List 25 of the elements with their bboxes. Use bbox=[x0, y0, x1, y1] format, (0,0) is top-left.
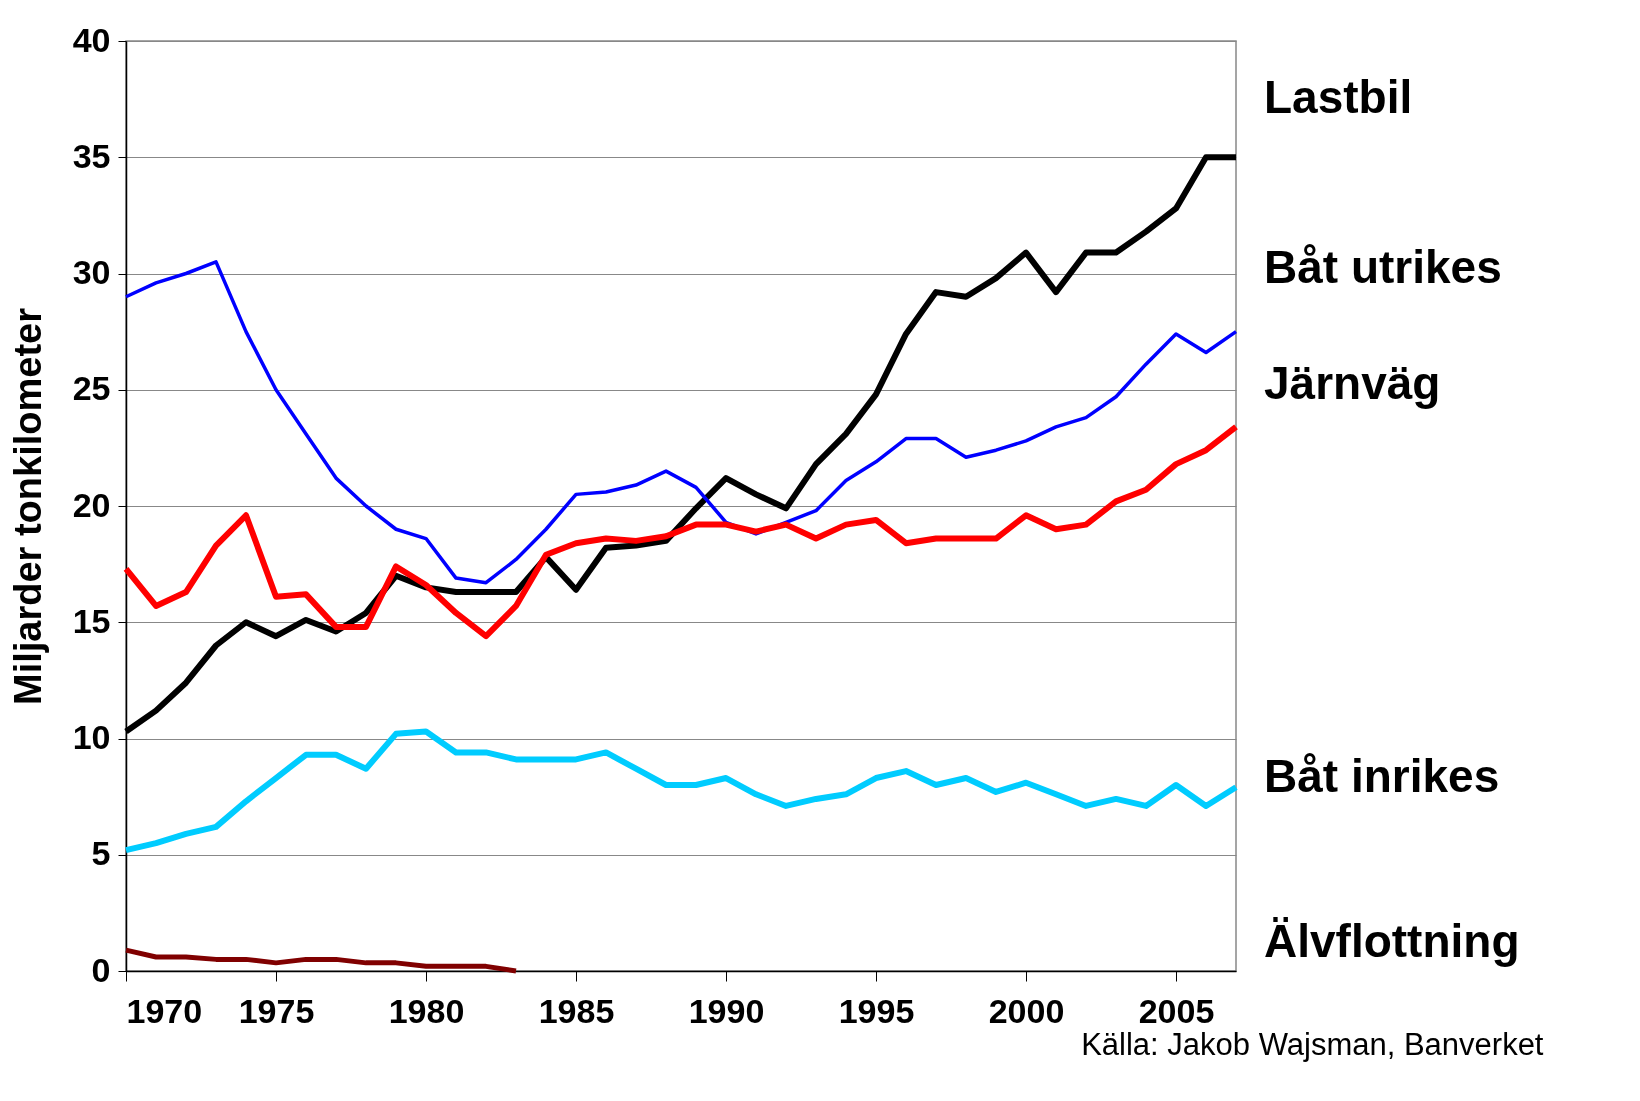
y-tick-label: 0 bbox=[91, 950, 111, 989]
line-series bbox=[124, 260, 1238, 585]
y-tick-label: 40 bbox=[72, 20, 111, 59]
series-label: Båt inrikes bbox=[1264, 750, 1500, 803]
x-tick-label: 1985 bbox=[538, 991, 615, 1030]
text: Källa: Jakob Wajsman, Banverket bbox=[1081, 1027, 1544, 1062]
y-tick-label: 30 bbox=[72, 253, 111, 291]
y-tick-label: 25 bbox=[72, 369, 111, 408]
y-tick-label: 10 bbox=[72, 718, 111, 756]
x-tick-label: 2005 bbox=[1138, 991, 1215, 1030]
y-axis-title: Miljarder tonkilometer bbox=[6, 307, 49, 705]
x-tick-label: 1995 bbox=[838, 991, 915, 1030]
y-tick-label: 15 bbox=[72, 601, 111, 640]
x-tick-label: 2000 bbox=[988, 991, 1065, 1030]
series-label: Båt utrikes bbox=[1264, 240, 1502, 293]
x-tick-label: 1970 bbox=[126, 991, 203, 1030]
y-tick-label: 20 bbox=[72, 485, 111, 524]
y-tick-label: 5 bbox=[91, 834, 111, 873]
series-label: Järnväg bbox=[1264, 357, 1441, 410]
y-tick-label: 35 bbox=[72, 136, 111, 175]
series-label: Lastbil bbox=[1264, 71, 1413, 124]
x-tick-label: 1980 bbox=[388, 991, 465, 1030]
x-tick-label: 1975 bbox=[238, 991, 315, 1030]
x-tick-label: 1990 bbox=[688, 991, 765, 1030]
text: Älvflottning bbox=[1264, 915, 1520, 968]
